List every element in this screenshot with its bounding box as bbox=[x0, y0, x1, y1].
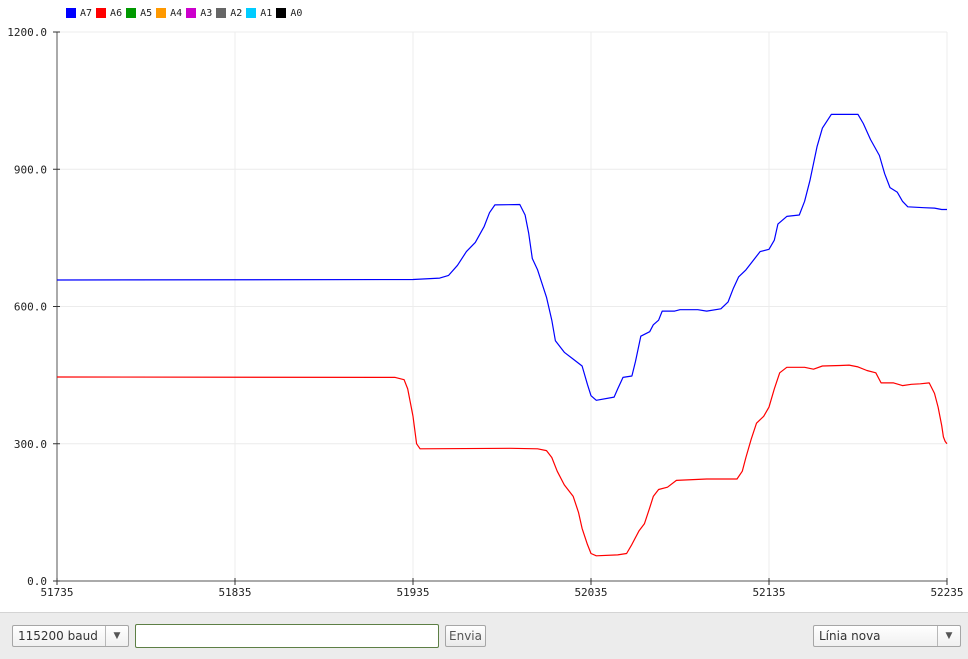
legend: A7 A6 A5 A4 A3 A2 A1 A0 bbox=[66, 6, 306, 20]
legend-swatch bbox=[246, 8, 257, 18]
x-tick-label: 52235 bbox=[930, 586, 963, 599]
y-tick-label: 300.0 bbox=[14, 438, 47, 451]
legend-item-a0: A0 bbox=[276, 8, 302, 19]
legend-swatch bbox=[276, 8, 287, 18]
legend-swatch bbox=[216, 8, 227, 18]
legend-swatch bbox=[96, 8, 107, 18]
legend-label: A0 bbox=[290, 7, 303, 19]
serial-plotter-chart: 0.0 300.0 600.0 900.0 1200.0 51735 51835 51935 5… bbox=[7, 6, 963, 600]
legend-label: A4 bbox=[170, 7, 183, 19]
line-ending-select[interactable]: Línia nova ▼ bbox=[813, 625, 961, 647]
chevron-down-icon: ▼ bbox=[105, 626, 128, 646]
legend-label: A2 bbox=[230, 7, 243, 19]
send-button[interactable]: Envia bbox=[445, 625, 486, 647]
legend-swatch bbox=[186, 8, 197, 18]
legend-swatch bbox=[126, 8, 137, 18]
series-line-a6 bbox=[56, 364, 948, 557]
legend-label: A6 bbox=[110, 7, 123, 19]
y-tick-label: 1200.0 bbox=[7, 26, 47, 39]
plot-canvas: 0.0 300.0 600.0 900.0 1200.0 51735 51835 51935 5… bbox=[7, 26, 963, 599]
baud-rate-select[interactable]: 115200 baud ▼ bbox=[12, 625, 129, 647]
legend-swatch bbox=[156, 8, 167, 18]
chevron-down-icon: ▼ bbox=[937, 626, 960, 646]
y-tick-label: 600.0 bbox=[14, 301, 47, 314]
legend-item-a2: A2 bbox=[216, 8, 242, 19]
x-tick-label: 51835 bbox=[218, 586, 251, 599]
send-input[interactable] bbox=[135, 624, 439, 648]
series-line-a7 bbox=[56, 113, 947, 401]
x-tick-label: 51735 bbox=[40, 586, 73, 599]
line-ending-label: Línia nova bbox=[819, 629, 881, 643]
y-tick-label: 900.0 bbox=[14, 163, 47, 176]
legend-item-a6: A6 bbox=[96, 8, 122, 19]
legend-item-a1: A1 bbox=[246, 8, 272, 19]
legend-swatch bbox=[66, 8, 76, 18]
x-tick-label: 51935 bbox=[396, 586, 429, 599]
x-tick-label: 52035 bbox=[574, 586, 607, 599]
bottom-toolbar: 115200 baud ▼ Envia Línia nova ▼ bbox=[0, 612, 968, 659]
y-tick-label: 0.0 bbox=[27, 575, 47, 588]
x-tick-label: 52135 bbox=[752, 586, 785, 599]
legend-item-a4: A4 bbox=[156, 8, 182, 19]
legend-label: A5 bbox=[140, 7, 153, 19]
legend-label: A7 bbox=[80, 7, 93, 19]
legend-label: A3 bbox=[200, 7, 213, 19]
legend-item-a7: A7 bbox=[66, 8, 92, 19]
legend-item-a3: A3 bbox=[186, 8, 212, 19]
baud-rate-label: 115200 baud bbox=[18, 629, 98, 643]
legend-label: A1 bbox=[260, 7, 273, 19]
legend-item-a5: A5 bbox=[126, 8, 152, 19]
